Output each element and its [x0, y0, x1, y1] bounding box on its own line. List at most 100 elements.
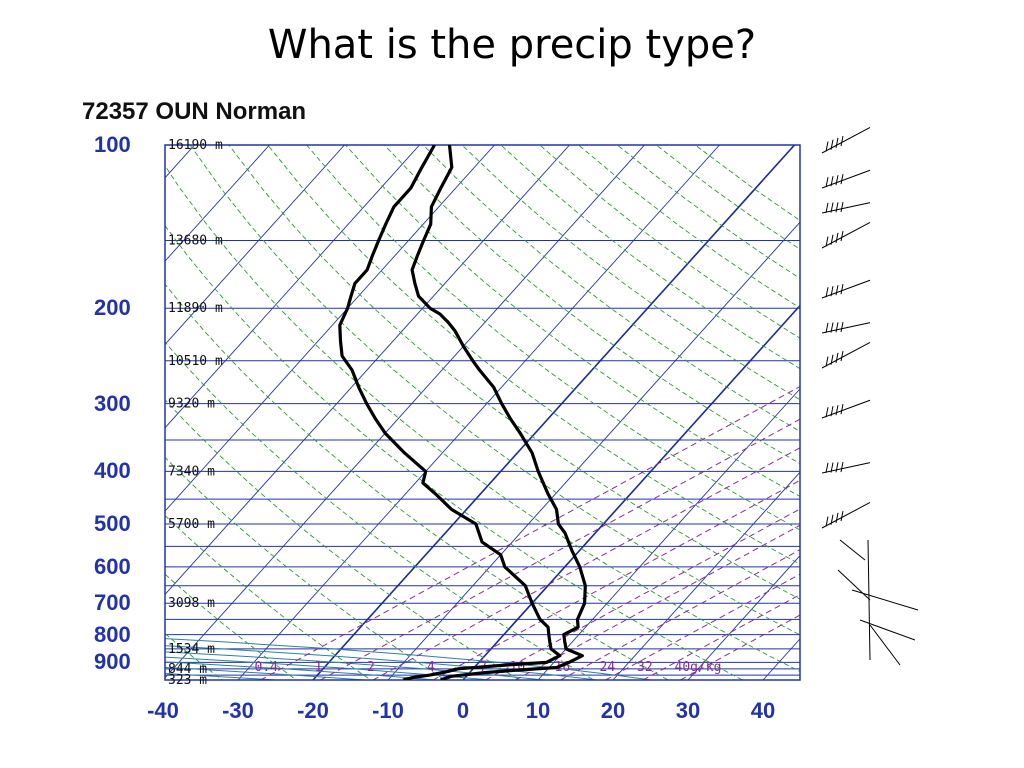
wind-barb-staff [821, 279, 871, 299]
temperature-tick-label: -20 [297, 698, 329, 723]
wind-barb-flag [830, 202, 834, 213]
wind-barb-staff [837, 569, 871, 601]
mixing-ratio-label: 32 [637, 660, 653, 675]
dry-adiabat [345, 145, 800, 497]
isotherm-line [838, 145, 1024, 680]
isotherm-line [612, 471, 800, 680]
isotherm-line [387, 221, 800, 680]
sounding-traces [338, 145, 587, 680]
isotherm-line [0, 145, 45, 680]
height-label: 13680 m [168, 233, 223, 248]
wind-barb-flag [835, 202, 839, 213]
isotherm-line [165, 145, 345, 346]
wind-barb-flag [825, 177, 829, 188]
height-label: 5700 m [168, 517, 215, 532]
mixing-ratio-label: 10 [510, 660, 526, 675]
mixing-ratio-line [485, 508, 800, 680]
wind-barb-flag [835, 232, 839, 243]
moist-adiabat [165, 651, 549, 680]
wind-barb-staff [851, 589, 919, 611]
mixing-ratio-label: 0.4 [255, 660, 279, 675]
mixing-ratio-line [515, 524, 800, 680]
wind-barb-staff [869, 624, 901, 666]
plot-frame [164, 144, 801, 681]
wind-barb-flag [840, 135, 844, 147]
wind-barb-flag [830, 176, 834, 187]
wind-barb-flag [830, 322, 834, 333]
pressure-tick-label: 800 [94, 621, 131, 647]
wind-barb-flag [835, 322, 839, 333]
dry-adiabat [578, 145, 800, 309]
height-label: 10510 m [168, 354, 223, 369]
wind-barb-flag [825, 407, 829, 418]
wind-barb-flag [835, 137, 839, 148]
dry-adiabat [165, 341, 595, 680]
dry-adiabat [617, 145, 800, 279]
wind-barb-staff [839, 539, 866, 561]
isotherm-line [0, 145, 120, 680]
wind-barb-staff [821, 399, 871, 419]
wind-barb-flag [840, 350, 844, 362]
isotherm-line [165, 145, 270, 262]
mixing-ratio-label: 4 [427, 660, 435, 675]
temperature-tick-label: 10 [525, 698, 551, 723]
wind-barb-staff [821, 222, 871, 249]
height-label: 323 m [168, 673, 207, 688]
wind-barb-flag [825, 236, 829, 247]
pressure-tick-label: 200 [94, 295, 131, 321]
wind-barb-flag [840, 230, 844, 242]
height-label: 16190 m [168, 138, 223, 153]
wind-barb-staff [859, 619, 916, 641]
wind-barb-staff [821, 462, 871, 474]
dry-adiabat [422, 145, 800, 432]
dry-adiabat [165, 456, 447, 680]
wind-barb-flag [835, 175, 839, 186]
dry-adiabat [165, 164, 800, 672]
mixing-ratio-line [432, 479, 800, 680]
temperature-tick-label: 40 [750, 698, 776, 723]
wind-barb-flag [825, 322, 829, 333]
wind-barb-flag [835, 512, 839, 523]
mixing-ratio-label: 24 [600, 660, 616, 675]
wind-barb-flag [830, 234, 834, 245]
mixing-ratio-line [642, 594, 800, 680]
mixing-ratio-line [260, 385, 800, 680]
mixing-ratio-line [560, 549, 800, 680]
dry-adiabat [655, 145, 800, 250]
wind-barb-flag [835, 462, 839, 473]
wind-barb-staff [821, 342, 871, 369]
dry-adiabat [189, 145, 800, 636]
wind-barb-flag [840, 461, 844, 473]
wind-barb-staff [821, 127, 871, 154]
dry-adiabat [306, 145, 800, 531]
wind-barb-flag [840, 404, 844, 415]
isotherm-line [165, 145, 645, 679]
moist-adiabat [165, 645, 602, 680]
mixing-ratio-line [680, 614, 800, 680]
pressure-tick-label: 900 [94, 649, 131, 675]
wind-barb-flag [840, 510, 844, 522]
isotherm-line [537, 388, 800, 680]
wind-barb-flag [840, 174, 844, 185]
background-grid [0, 145, 1024, 680]
temperature-tick-label: 30 [675, 698, 701, 723]
mixing-ratio-label: 40g/kg [675, 660, 722, 675]
isotherm-line [165, 145, 495, 512]
pressure-tick-label: 400 [94, 458, 131, 484]
dewpoint-line [338, 145, 562, 680]
pressure-tick-label: 500 [94, 510, 131, 536]
temperature-tick-label: -10 [372, 698, 404, 723]
wind-barb-flag [825, 356, 829, 367]
wind-barb-staff [821, 502, 871, 529]
pressure-tick-label: 700 [94, 590, 131, 616]
pressure-tick-label: 100 [94, 132, 131, 157]
height-label: 7340 m [168, 464, 215, 479]
wind-barb-flag [830, 514, 834, 525]
height-label: 3098 m [168, 596, 215, 611]
wind-barb-flag [840, 284, 844, 295]
dry-adiabat [165, 573, 298, 680]
wind-barb-flag [835, 405, 839, 416]
temperature-tick-label: -30 [222, 698, 254, 723]
